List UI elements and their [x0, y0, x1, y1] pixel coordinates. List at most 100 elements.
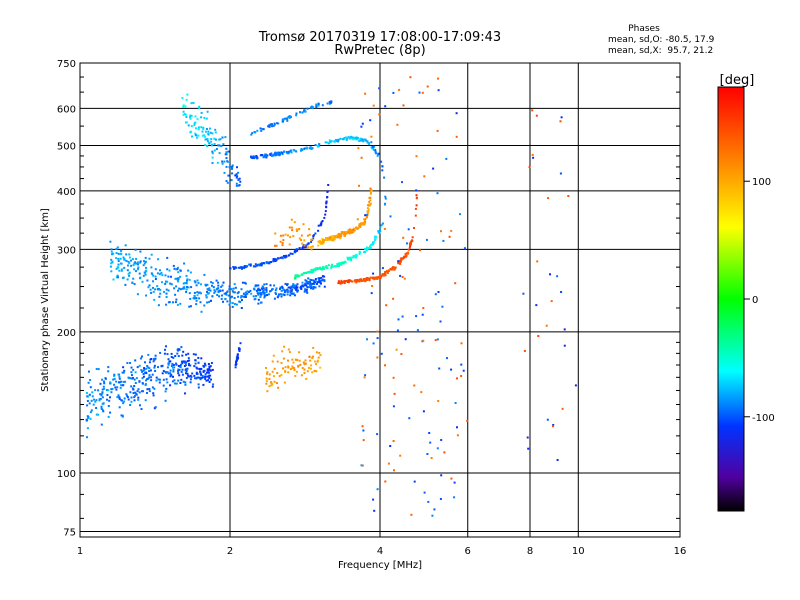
data-point — [107, 415, 110, 418]
data-point — [250, 133, 253, 136]
data-point — [348, 256, 351, 259]
data-point — [347, 229, 350, 232]
data-point — [117, 276, 119, 279]
data-point — [384, 195, 387, 198]
data-point — [117, 263, 120, 266]
data-point — [306, 282, 309, 285]
data-point — [218, 152, 221, 155]
data-point — [231, 302, 234, 305]
data-point — [213, 143, 216, 145]
data-point — [182, 360, 185, 363]
data-point — [303, 290, 306, 293]
data-point — [180, 370, 183, 373]
data-point — [114, 386, 117, 389]
data-point — [301, 111, 304, 114]
data-point — [185, 281, 188, 284]
data-point — [334, 139, 337, 142]
data-point — [141, 377, 144, 380]
data-point — [206, 145, 209, 148]
data-point — [295, 288, 298, 291]
data-point — [222, 143, 225, 146]
data-point — [267, 293, 270, 296]
data-point — [277, 257, 279, 260]
data-point — [125, 259, 128, 262]
data-point — [537, 335, 540, 337]
data-point — [184, 282, 187, 284]
data-point — [257, 288, 260, 291]
data-point — [152, 280, 154, 283]
data-point — [337, 139, 340, 142]
data-point — [256, 264, 259, 267]
data-point — [396, 329, 399, 332]
data-point — [301, 247, 304, 250]
data-point — [118, 375, 121, 378]
data-point — [136, 261, 139, 264]
data-point — [560, 291, 563, 293]
data-point — [148, 370, 151, 372]
data-point — [144, 256, 147, 259]
data-point — [138, 391, 141, 394]
data-point — [309, 367, 312, 370]
data-point — [398, 88, 401, 91]
data-point — [223, 292, 226, 295]
data-point — [376, 488, 379, 491]
data-point — [131, 377, 134, 380]
data-point — [195, 376, 198, 379]
data-point — [178, 348, 181, 351]
y-tick-label: 600 — [57, 104, 76, 115]
data-point — [142, 373, 145, 375]
data-point — [252, 156, 255, 159]
data-point — [392, 376, 395, 379]
data-point — [362, 429, 365, 432]
data-point — [284, 370, 287, 373]
data-point — [277, 386, 280, 389]
data-point — [233, 291, 236, 294]
data-point — [434, 293, 437, 296]
data-point — [343, 137, 346, 139]
data-point — [274, 151, 277, 154]
data-point — [207, 288, 210, 291]
data-point — [396, 123, 399, 126]
data-point — [363, 222, 366, 225]
data-point — [327, 238, 330, 241]
data-point — [197, 356, 200, 359]
data-point — [317, 267, 320, 270]
data-point — [354, 256, 357, 259]
data-point — [322, 267, 325, 270]
data-point — [212, 383, 215, 386]
data-point — [265, 261, 268, 264]
data-point — [199, 378, 202, 381]
data-point — [115, 252, 118, 254]
data-point — [298, 359, 301, 362]
data-point — [376, 356, 379, 359]
data-point — [203, 369, 206, 372]
data-point — [184, 381, 187, 384]
data-point — [129, 391, 132, 394]
data-point — [235, 360, 238, 363]
data-point — [160, 272, 163, 274]
data-point — [179, 302, 182, 305]
data-point — [262, 128, 265, 131]
data-point — [202, 383, 205, 386]
data-point — [326, 266, 329, 269]
data-point — [204, 135, 207, 138]
data-point — [211, 150, 214, 153]
data-point — [323, 275, 326, 278]
data-point — [257, 298, 260, 301]
data-point — [360, 139, 363, 142]
data-point — [523, 350, 526, 352]
data-point — [188, 305, 191, 308]
data-point — [98, 398, 101, 401]
data-point — [302, 272, 305, 275]
data-point — [209, 131, 212, 134]
data-point — [157, 378, 160, 381]
data-point — [340, 235, 342, 238]
data-point — [225, 147, 228, 150]
data-point — [95, 399, 98, 402]
data-point — [126, 396, 129, 399]
data-point — [110, 391, 113, 394]
data-point — [256, 129, 259, 132]
data-point — [290, 290, 293, 293]
data-point — [217, 144, 220, 147]
data-point — [272, 124, 275, 127]
